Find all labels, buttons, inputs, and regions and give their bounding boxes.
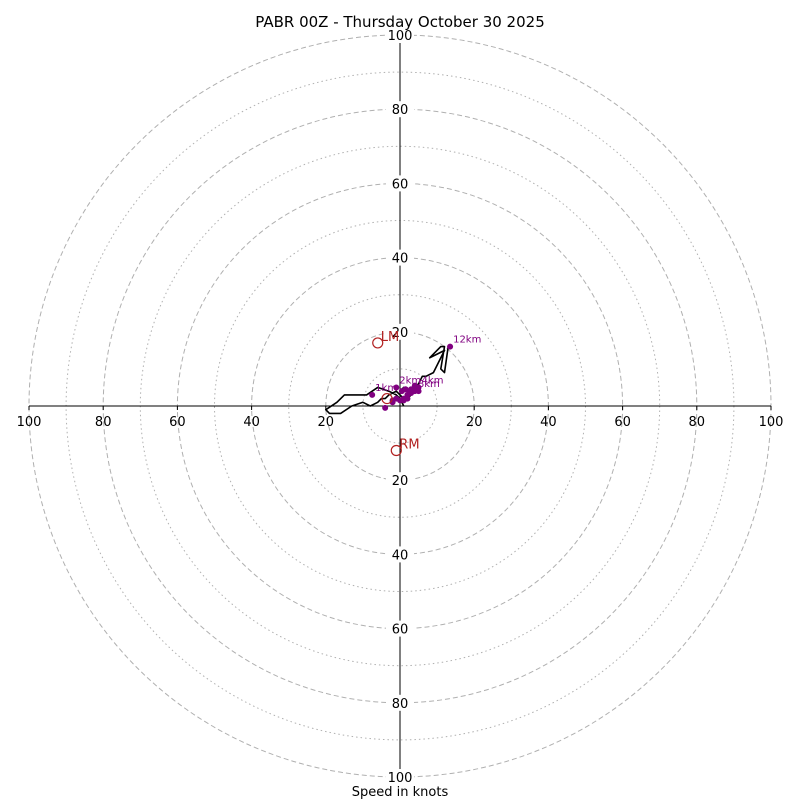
height-marker-point [382,404,389,411]
height-marker-label: 8km [418,379,440,390]
storm-motion-point [372,337,384,349]
height-marker-point [369,391,376,398]
height-marker-point [411,388,418,395]
y-tick-backdrop [386,620,414,637]
hodograph-line [324,345,449,415]
x-tick-label: 100 [17,415,42,430]
y-tick-backdrop [386,323,414,340]
y-tick-backdrop [386,546,414,563]
height-marker-point [447,343,454,350]
y-tick-backdrop [386,472,414,489]
x-tick-label: 60 [614,415,631,430]
y-tick-backdrop [386,249,414,266]
x-tick-label: 20 [466,415,483,430]
x-tick-label: 40 [243,415,260,430]
y-tick-backdrop [386,27,414,43]
y-tick-label: 100 [388,29,413,44]
y-tick-label: 40 [392,548,409,563]
height-marker-label: 2km [399,375,421,386]
x-tick-label: 60 [169,415,186,430]
height-marker-label: 1km [375,383,397,394]
y-tick-label: 100 [388,771,413,786]
y-tick-backdrop [386,769,414,785]
storm-motion-markers: LM RM [372,330,420,457]
height-marker-label: 4km [422,375,444,386]
storm-motion-point [381,392,393,405]
hodograph-series [324,345,449,415]
x-tick-label: 40 [540,415,557,430]
storm-motion-label: LM [381,330,399,345]
tick-labels: 100 80 60 40 20 20 40 60 80 100 100 80 60 40 20 20 40 60 8… [17,27,784,786]
y-tick-label: 80 [392,697,409,712]
y-tick-label: 20 [392,474,409,489]
y-tick-backdrop [386,101,414,118]
storm-motion-point [390,444,402,457]
axes [29,35,771,777]
y-tick-label: 80 [392,103,409,118]
storm-motion-label: RM [399,438,419,453]
height-marker-label: 12km [453,335,481,346]
x-axis-label: Speed in knots [352,785,449,800]
x-tick-label: 80 [95,415,112,430]
x-tick-label: 20 [318,415,335,430]
height-marker-point [393,384,400,391]
y-tick-label: 60 [392,177,409,192]
y-tick-backdrop [386,694,414,711]
chart-title: PABR 00Z - Thursday October 30 2025 [255,13,544,31]
x-tick-label: 80 [689,415,706,430]
y-tick-label: 40 [392,252,409,267]
height-marker-point [400,397,407,404]
y-tick-label: 20 [392,326,409,341]
y-tick-backdrop [386,175,414,192]
x-tick-label: 100 [759,415,784,430]
y-tick-label: 60 [392,623,409,638]
